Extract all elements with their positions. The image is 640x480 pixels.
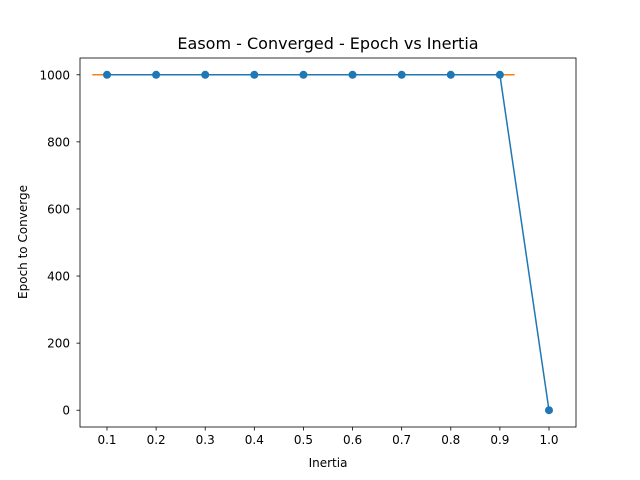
- plot-area: [80, 58, 576, 427]
- x-tick-label: 0.2: [147, 433, 166, 447]
- x-tick-label: 0.4: [245, 433, 264, 447]
- y-tick-label: 0: [62, 404, 70, 418]
- x-tick-label: 0.5: [294, 433, 313, 447]
- markers: [103, 70, 553, 415]
- data-point: [103, 70, 112, 79]
- y-tick-label: 800: [47, 135, 70, 149]
- axes-frame: [79, 57, 577, 428]
- x-tick-label: 0.3: [196, 433, 215, 447]
- chart-title: Easom - Converged - Epoch vs Inertia: [177, 34, 478, 53]
- data-point: [250, 70, 259, 79]
- x-axis-label: Inertia: [309, 456, 348, 470]
- series-lines: [107, 74, 550, 411]
- data-point: [544, 406, 553, 415]
- x-tick-label: 0.8: [441, 433, 460, 447]
- data-point: [152, 70, 161, 79]
- y-tick-label: 1000: [39, 68, 70, 82]
- x-tick-label: 0.6: [343, 433, 362, 447]
- y-tick-label: 400: [47, 270, 70, 284]
- x-tick-label: 1.0: [539, 433, 558, 447]
- data-point: [299, 70, 308, 79]
- x-ticks: 0.1 0.2 0.3 0.4 0.5 0.6 0.7 0.8 0.9 1.0: [97, 427, 559, 447]
- x-tick-label: 0.9: [490, 433, 509, 447]
- y-tick-label: 200: [47, 337, 70, 351]
- data-point: [495, 70, 504, 79]
- data-point: [201, 70, 210, 79]
- x-tick-label: 0.1: [97, 433, 116, 447]
- data-point: [397, 70, 406, 79]
- data-point: [348, 70, 357, 79]
- x-tick-label: 0.7: [392, 433, 411, 447]
- y-axis-label: Epoch to Converge: [16, 185, 30, 299]
- y-tick-label: 600: [47, 202, 70, 216]
- spines: [79, 57, 577, 428]
- y-ticks: 0 200 400 600 800 1000: [39, 68, 80, 418]
- data-point: [446, 70, 455, 79]
- series-line: [107, 74, 550, 411]
